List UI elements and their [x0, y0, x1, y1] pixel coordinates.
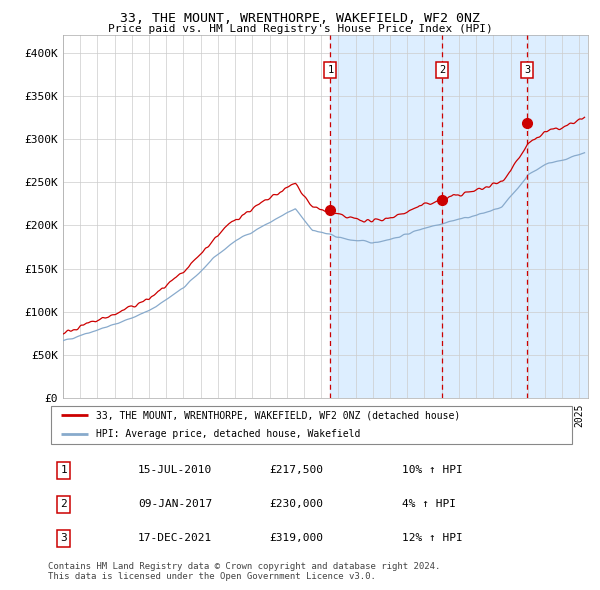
Bar: [331, 35, 442, 398]
Bar: [527, 35, 588, 398]
Text: 09-JAN-2017: 09-JAN-2017: [138, 500, 212, 509]
Text: 1: 1: [328, 65, 334, 75]
Text: 2: 2: [439, 65, 445, 75]
Bar: [442, 35, 527, 398]
Text: £230,000: £230,000: [270, 500, 324, 509]
Text: 2: 2: [61, 500, 67, 509]
Text: Price paid vs. HM Land Registry's House Price Index (HPI): Price paid vs. HM Land Registry's House …: [107, 24, 493, 34]
Text: 3: 3: [524, 65, 530, 75]
Text: 3: 3: [61, 533, 67, 543]
Text: 1: 1: [61, 466, 67, 476]
Text: 17-DEC-2021: 17-DEC-2021: [138, 533, 212, 543]
Text: 15-JUL-2010: 15-JUL-2010: [138, 466, 212, 476]
Text: 10% ↑ HPI: 10% ↑ HPI: [402, 466, 463, 476]
Text: £217,500: £217,500: [270, 466, 324, 476]
Text: 33, THE MOUNT, WRENTHORPE, WAKEFIELD, WF2 0NZ: 33, THE MOUNT, WRENTHORPE, WAKEFIELD, WF…: [120, 12, 480, 25]
Text: HPI: Average price, detached house, Wakefield: HPI: Average price, detached house, Wake…: [95, 430, 360, 440]
Text: Contains HM Land Registry data © Crown copyright and database right 2024.
This d: Contains HM Land Registry data © Crown c…: [48, 562, 440, 581]
Text: 4% ↑ HPI: 4% ↑ HPI: [402, 500, 456, 509]
Text: 33, THE MOUNT, WRENTHORPE, WAKEFIELD, WF2 0NZ (detached house): 33, THE MOUNT, WRENTHORPE, WAKEFIELD, WF…: [95, 410, 460, 420]
Text: 12% ↑ HPI: 12% ↑ HPI: [402, 533, 463, 543]
FancyBboxPatch shape: [50, 406, 572, 444]
Text: £319,000: £319,000: [270, 533, 324, 543]
